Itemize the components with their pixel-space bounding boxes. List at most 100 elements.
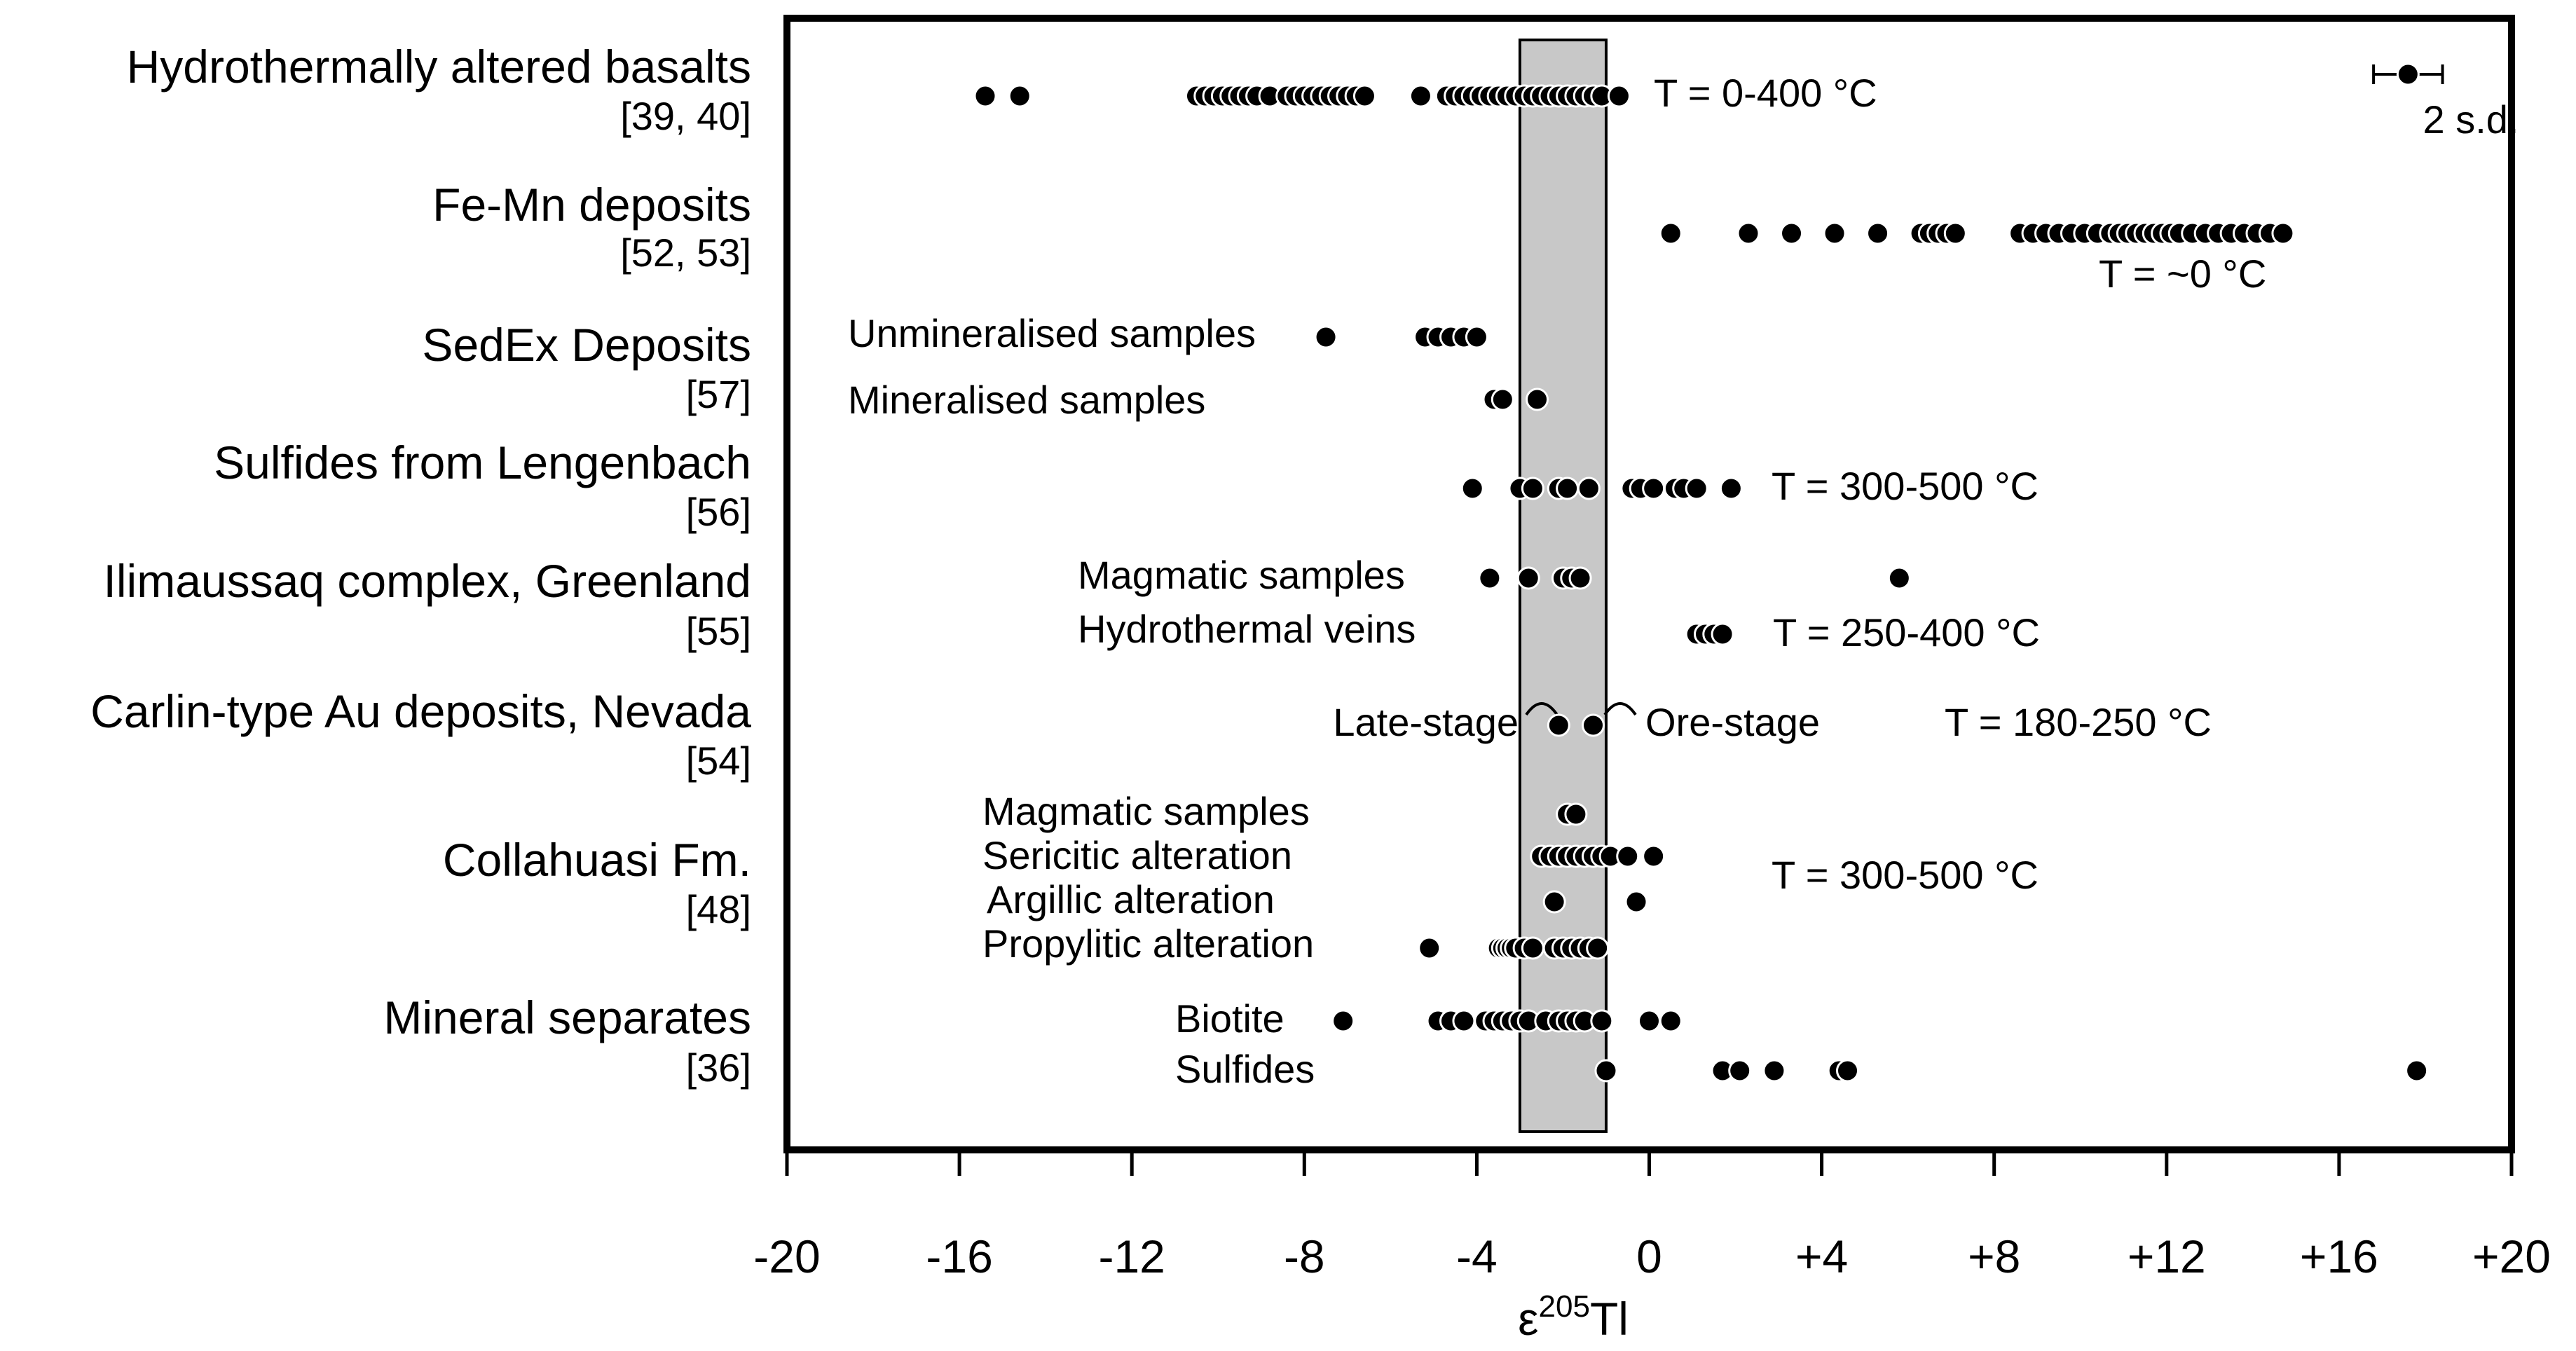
data-point [1418,936,1441,960]
x-axis: -20 -16 -12 -8 -4 0 +4 +8 +12 +16 +20 [753,1150,2551,1282]
category-ref: [48] [686,887,751,931]
data-point [1719,476,1743,500]
data-point [1685,476,1708,500]
data-point [1594,1059,1618,1083]
data-point [1866,221,1890,245]
data-point [1711,622,1734,646]
data-point [1008,84,1032,108]
data-point [1352,84,1376,108]
data-point [1521,476,1544,500]
x-tick-label: +4 [1795,1230,1848,1282]
data-points [973,84,2429,1083]
data-point [1762,1059,1786,1083]
data-point [1521,936,1544,960]
temperature-label: T = ~0 °C [2099,252,2266,296]
category-ref: [55] [686,609,751,653]
subgroup-label: Propylitic alteration [982,921,1314,966]
data-point [1638,1009,1661,1033]
x-tick-label: -16 [926,1230,992,1282]
subgroup-label: Late-stage [1333,700,1519,744]
category-name: Fe-Mn deposits [432,179,751,231]
data-point [1728,1059,1752,1083]
data-point [1823,221,1847,245]
error-bar-point [2396,62,2420,86]
temperature-label: T = 180-250 °C [1945,700,2212,744]
data-point [1624,890,1648,914]
x-tick-label: -8 [1284,1230,1325,1282]
data-point [1409,84,1432,108]
data-point [1314,325,1338,349]
x-tick-label: +8 [1968,1230,2020,1282]
data-point [2271,221,2295,245]
data-point [1577,476,1601,500]
x-tick-label: +20 [2472,1230,2551,1282]
subgroup-label: Hydrothermal veins [1078,607,1416,651]
x-axis-title-superscript: 205 [1539,1289,1590,1324]
data-point [1465,325,1488,349]
subgroup-label: Mineralised samples [848,378,1205,422]
category-name: Mineral separates [383,992,751,1043]
data-point [1491,388,1514,411]
data-point [1780,221,1804,245]
data-point [1582,713,1605,737]
category-name: Hydrothermally altered basalts [127,41,751,92]
data-point [1607,84,1631,108]
data-point [1568,566,1592,590]
data-point [2405,1059,2429,1083]
subgroup-label: Sulfides [1175,1047,1315,1091]
temperature-labels: T = 0-400 °C T = ~0 °C T = 300-500 °C T … [1654,71,2266,897]
data-point [1586,936,1610,960]
subgroup-label: Magmatic samples [1078,553,1405,597]
data-point [1590,1009,1614,1033]
category-name: Collahuasi Fm. [443,834,751,886]
data-point [1547,713,1570,737]
x-tick-label: -4 [1456,1230,1498,1282]
subgroup-label: Sericitic alteration [982,833,1292,877]
data-point [1836,1059,1860,1083]
subgroup-label: Unmineralised samples [848,311,1256,355]
error-bar-label: 2 s.d. [2423,97,2519,142]
subgroup-label: Magmatic samples [982,789,1310,833]
data-point [1736,221,1760,245]
ore-stage-brace [1603,702,1637,716]
data-point [1564,802,1588,826]
x-axis-title: ε205Tl [1518,1289,1629,1345]
data-point [1642,844,1666,868]
data-point [1452,1009,1476,1033]
x-tick-label: -20 [753,1230,820,1282]
category-ref: [57] [686,372,751,416]
subgroup-label: Biotite [1175,996,1284,1041]
temperature-label: T = 300-500 °C [1772,853,2039,897]
data-point [1460,476,1484,500]
category-name: Ilimaussaq complex, Greenland [104,555,751,607]
subgroup-label: Argillic alteration [987,877,1275,921]
x-tick-label: +16 [2300,1230,2378,1282]
data-point [1659,221,1683,245]
data-point [1943,221,1967,245]
subgroup-labels: Unmineralised samples Mineralised sample… [848,311,1820,1091]
x-axis-title-tail: Tl [1590,1293,1629,1345]
late-stage-brace [1525,702,1558,716]
error-bar-legend: 2 s.d. [2372,62,2519,142]
plot-frame [783,15,2515,1153]
data-point [1659,1009,1683,1033]
x-tick-label: +12 [2128,1230,2206,1282]
category-ref: [39, 40] [620,94,751,138]
temperature-label: T = 250-400 °C [1773,610,2040,654]
x-tick-label: 0 [1636,1230,1662,1282]
data-point [1556,476,1580,500]
data-point [1516,566,1540,590]
category-ref: [52, 53] [620,231,751,275]
data-point [1887,566,1911,590]
data-point [1616,844,1640,868]
data-point [1642,476,1666,500]
temperature-label: T = 300-500 °C [1772,464,2039,508]
category-name: SedEx Deposits [422,319,751,371]
x-tick-label: -12 [1099,1230,1165,1282]
category-ref: [54] [686,739,751,783]
category-name: Carlin-type Au deposits, Nevada [90,685,751,737]
category-ref: [56] [686,490,751,534]
data-point [1331,1009,1355,1033]
category-labels: Hydrothermally altered basalts [39, 40] … [90,41,751,1090]
